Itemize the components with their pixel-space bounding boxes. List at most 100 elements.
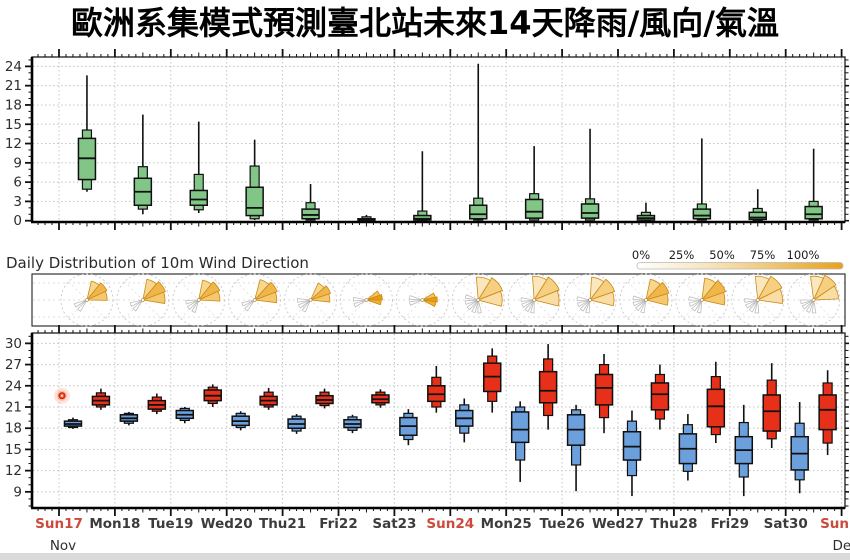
temp-min-box-sun-1 (790, 402, 809, 494)
temp-min-box-thu28 (622, 410, 642, 497)
day-label-thu21: Thu21 (259, 516, 306, 532)
temp-max-box-wed27 (594, 353, 614, 434)
day-label-tue19: Tue19 (148, 516, 193, 532)
wind-rose-thu21 (228, 273, 282, 327)
wind-rose-mon18 (60, 273, 114, 327)
wind-rose-sat30 (731, 273, 785, 327)
y-tick-label-30: 30 (5, 336, 22, 352)
temp-max-box-sat30 (762, 363, 781, 449)
temp-max-box-tue26 (538, 344, 558, 430)
wind-legend: 0% 25% 50% 75% 100% (632, 248, 844, 270)
temp-max-box-thu28 (650, 364, 670, 430)
y-tick-label-24: 24 (5, 59, 22, 75)
y-tick-label-6: 6 (13, 175, 22, 191)
day-label-sun-1: Sun 1 (820, 516, 850, 532)
day-label-fri29: Fri29 (711, 516, 749, 532)
latest-observation-dot (54, 387, 70, 404)
precip-box-fri22 (301, 184, 320, 221)
precip-box-wed27 (580, 128, 600, 221)
x-axis-labels: Sun17 Mon18 Tue19 Wed20 Thu21 Fri22 Sat23 Sun24… (35, 516, 850, 554)
y-tick-label-21: 21 (5, 400, 22, 416)
precip-chart: 0 3 6 9 12 15 18 21 24 (5, 49, 849, 230)
precip-box-fri29 (692, 138, 712, 221)
temp-max-box-fri29 (706, 361, 726, 444)
day-label-tue26: Tue26 (539, 516, 584, 532)
wind-rose-thu28 (619, 273, 673, 327)
temp-min-box-fri22 (287, 414, 306, 434)
precip-box-sun24 (413, 151, 432, 222)
temp-chart: 9 12 15 18 21 24 27 30 (5, 325, 849, 516)
temp-min-box-sun24 (399, 409, 418, 446)
wind-legend-label-75pct: 75% (750, 248, 776, 262)
precip-box-thu21 (245, 139, 264, 221)
y-tick-label-18: 18 (5, 421, 22, 437)
wind-rose-tue19 (116, 273, 170, 327)
temp-max-box-tue19 (147, 393, 167, 415)
temp-min-box-sat30 (734, 404, 754, 497)
y-tick-label-9: 9 (13, 155, 22, 171)
temp-max-box-fri22 (315, 388, 334, 409)
wind-rose-mon25 (451, 273, 505, 327)
y-tick-label-24: 24 (5, 378, 22, 394)
day-label-fri22: Fri22 (319, 516, 357, 532)
precip-box-sun-1 (804, 148, 823, 221)
wind-rose-fri29 (675, 273, 729, 327)
temp-max-box-sun-1 (818, 370, 837, 456)
month-label-nov: Nov (50, 538, 76, 554)
precip-box-wed20 (189, 121, 208, 213)
temp-min-box-sat23 (343, 414, 362, 434)
wind-legend-label-25pct: 25% (669, 248, 695, 262)
day-label-wed27: Wed27 (592, 516, 644, 532)
precip-box-tue19 (133, 114, 153, 215)
wind-rose-tue26 (507, 273, 561, 327)
y-tick-label-12: 12 (5, 136, 22, 152)
temp-min-box-thu21 (231, 411, 250, 431)
wind-rose-sun-1 (787, 273, 841, 327)
temp-max-box-thu21 (259, 387, 278, 410)
precip-box-sat23 (357, 214, 376, 222)
day-label-sun24: Sun24 (426, 516, 474, 532)
wind-rose-fri22 (284, 273, 337, 327)
wind-panel-title: Daily Distribution of 10m Wind Direction (6, 254, 309, 272)
temp-min-box-wed27 (566, 404, 586, 492)
wind-rose-sun24 (395, 273, 449, 327)
month-label-dec: Dec (833, 538, 850, 554)
day-label-mon25: Mon25 (481, 516, 532, 532)
y-tick-label-21: 21 (5, 78, 22, 94)
y-tick-label-18: 18 (5, 97, 22, 113)
temp-min-box-fri29 (678, 414, 698, 481)
y-tick-label-15: 15 (5, 117, 22, 133)
temp-min-box-mon25 (455, 398, 474, 443)
temp-max-box-sat23 (371, 389, 390, 408)
temp-min-box-tue19 (119, 411, 139, 426)
precip-box-tue26 (524, 146, 544, 221)
temp-max-box-sun24 (427, 365, 446, 413)
wind-panel (31, 273, 846, 327)
y-tick-label-0: 0 (13, 213, 22, 229)
page-title: 歐洲系集模式預測臺北站未來14天降雨/風向/氣溫 (71, 4, 779, 42)
precip-box-mon25 (469, 63, 488, 221)
precip-box-sat30 (748, 189, 767, 222)
temp-min-box-wed20 (175, 407, 195, 424)
day-label-sun17: Sun17 (35, 516, 83, 532)
day-label-sat23: Sat23 (372, 516, 416, 532)
day-label-wed20: Wed20 (201, 516, 253, 532)
y-tick-label-27: 27 (5, 357, 22, 373)
precip-box-thu28 (636, 202, 656, 222)
y-tick-label-9: 9 (13, 484, 22, 500)
temp-min-box-tue26 (510, 401, 530, 482)
temp-max-box-mon25 (482, 348, 502, 413)
wind-legend-label-100pct: 100% (787, 248, 820, 262)
temp-max-box-wed20 (203, 384, 222, 407)
wind-rose-wed20 (172, 273, 226, 327)
day-label-mon18: Mon18 (89, 516, 140, 532)
y-tick-label-15: 15 (5, 442, 22, 458)
wind-rose-wed27 (563, 273, 617, 327)
temp-min-box-mon18 (63, 417, 83, 429)
wind-rose-sat23 (340, 273, 393, 327)
temp-max-box-mon18 (91, 388, 111, 410)
day-label-thu28: Thu28 (650, 516, 697, 532)
bottom-edge-strip (0, 553, 850, 560)
